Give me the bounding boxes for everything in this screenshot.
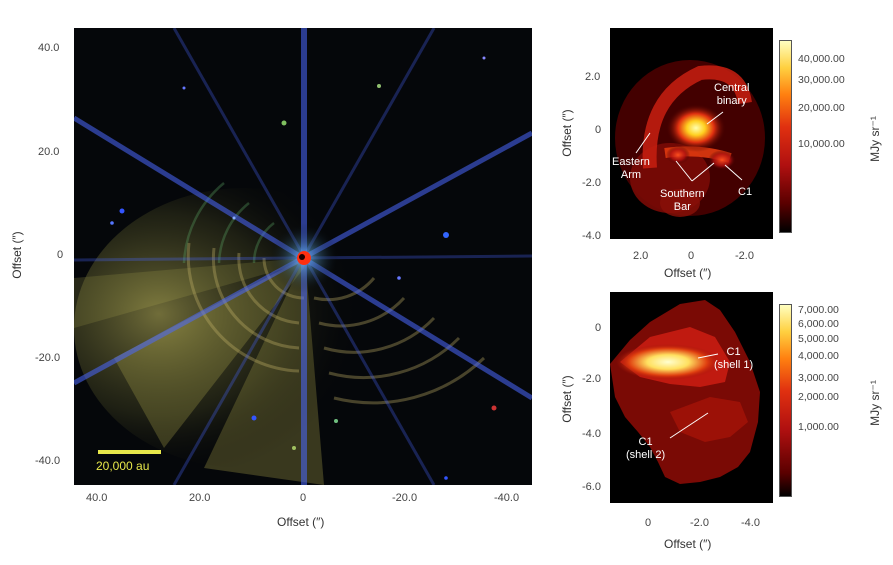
c1-shell2-label: C1 (shell 2) (626, 436, 666, 461)
tr-colorbar-label: MJy sr⁻¹ (868, 116, 882, 162)
tr-colorbar-tick: 20,000.00 (798, 102, 845, 114)
tr-x-tick: 0 (688, 250, 695, 262)
br-y-tick: 0 (595, 322, 602, 334)
tr-colorbar-tick: 30,000.00 (798, 74, 845, 86)
br-colorbar-tick: 7,000.00 (798, 304, 839, 316)
c1-label: C1 (738, 186, 753, 198)
tr-y-tick: 0 (595, 124, 602, 136)
tr-x-axis-label: Offset (″) (664, 266, 712, 280)
left-x-tick: -20.0 (392, 492, 418, 504)
tr-y-tick: -2.0 (582, 177, 601, 189)
br-x-tick: -2.0 (690, 517, 709, 529)
br-colorbar-tick: 6,000.00 (798, 318, 839, 330)
tr-x-tick: 2.0 (633, 250, 649, 262)
br-x-tick: 0 (645, 517, 652, 529)
tr-y-tick: 2.0 (585, 71, 601, 83)
left-y-tick: -20.0 (35, 352, 61, 364)
left-x-tick: 20.0 (189, 492, 211, 504)
eastern-arm-label: Eastern Arm (612, 156, 650, 181)
br-colorbar-tick: 4,000.00 (798, 350, 839, 362)
left-y-tick: 0 (57, 249, 64, 261)
br-y-tick: -4.0 (582, 428, 601, 440)
br-x-tick: -4.0 (741, 517, 760, 529)
tr-colorbar-tick: 40,000.00 (798, 53, 845, 65)
left-y-axis-label: Offset (″) (10, 231, 24, 279)
tr-y-axis-label: Offset (″) (560, 109, 574, 157)
br-colorbar-tick: 5,000.00 (798, 333, 839, 345)
left-y-tick: 20.0 (38, 146, 60, 158)
top-right-heatmap: Central binary Eastern Arm Southern Bar … (610, 28, 773, 239)
left-x-tick: -40.0 (494, 492, 520, 504)
br-y-tick: -2.0 (582, 373, 601, 385)
tr-x-tick: -2.0 (735, 250, 754, 262)
left-composite-image: 20,000 au (74, 28, 532, 485)
tr-colorbar (779, 40, 792, 233)
br-colorbar-tick: 2,000.00 (798, 391, 839, 403)
central-binary-label: Central binary (714, 82, 750, 107)
left-y-tick: 40.0 (38, 42, 60, 54)
tr-colorbar-tick: 10,000.00 (798, 138, 845, 150)
scale-bar-label: 20,000 au (96, 459, 150, 473)
br-x-axis-label: Offset (″) (664, 537, 712, 551)
left-y-tick: -40.0 (35, 455, 61, 467)
bottom-right-heatmap: C1 (shell 1) C1 (shell 2) (610, 292, 773, 503)
left-x-axis-label: Offset (″) (277, 515, 325, 529)
br-colorbar-label: MJy sr⁻¹ (868, 380, 882, 426)
southern-bar-label: Southern Bar (660, 188, 705, 213)
br-colorbar-tick: 1,000.00 (798, 421, 839, 433)
left-x-tick: 0 (300, 492, 307, 504)
br-colorbar-tick: 3,000.00 (798, 372, 839, 384)
tr-y-tick: -4.0 (582, 230, 601, 242)
left-x-tick: 40.0 (86, 492, 108, 504)
scale-bar (98, 450, 161, 454)
c1-shell1-label: C1 (shell 1) (714, 346, 754, 371)
br-y-tick: -6.0 (582, 481, 601, 493)
br-colorbar (779, 304, 792, 497)
br-y-axis-label: Offset (″) (560, 375, 574, 423)
